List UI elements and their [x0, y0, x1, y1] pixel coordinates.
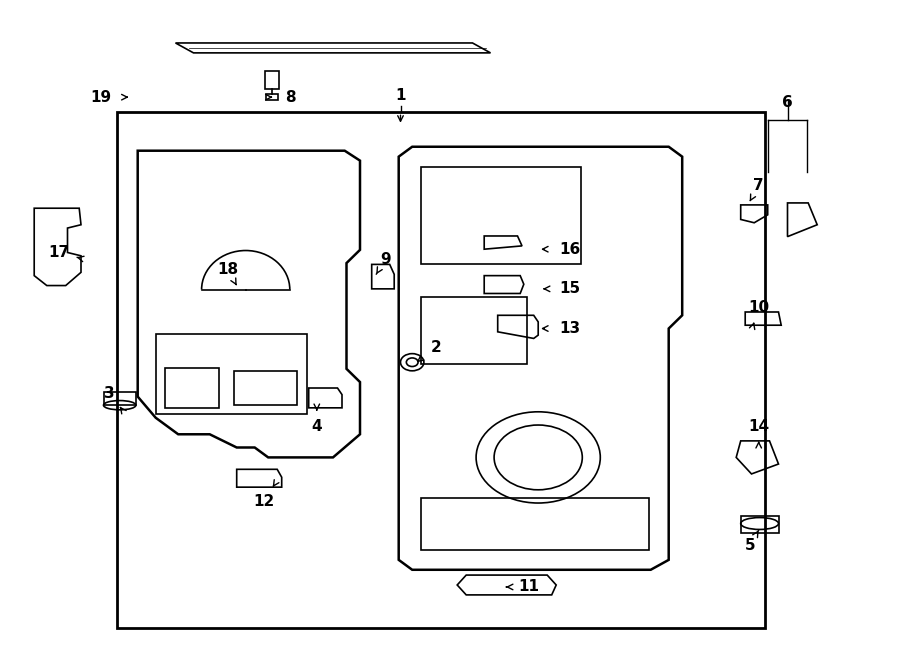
- Text: 15: 15: [559, 282, 580, 296]
- Text: 2: 2: [431, 340, 442, 354]
- Text: 13: 13: [559, 321, 580, 336]
- Text: 1: 1: [395, 89, 406, 103]
- Text: 17: 17: [48, 245, 69, 260]
- Bar: [104, 392, 136, 405]
- Bar: [741, 516, 778, 533]
- Text: 14: 14: [748, 419, 770, 434]
- Text: 19: 19: [90, 90, 112, 104]
- Text: 3: 3: [104, 386, 115, 401]
- Text: 11: 11: [518, 580, 540, 594]
- Text: 18: 18: [217, 262, 239, 276]
- Bar: [156, 334, 307, 414]
- Text: 7: 7: [753, 178, 764, 192]
- Text: 16: 16: [559, 242, 580, 256]
- Text: 4: 4: [311, 419, 322, 434]
- Bar: [421, 167, 581, 264]
- Bar: [117, 112, 765, 628]
- Text: 10: 10: [748, 300, 770, 315]
- Text: 9: 9: [380, 252, 391, 266]
- Text: 12: 12: [253, 494, 274, 508]
- Bar: [165, 368, 219, 408]
- Text: 5: 5: [744, 538, 755, 553]
- Text: 8: 8: [285, 90, 296, 104]
- Bar: [421, 297, 527, 364]
- Bar: [234, 371, 297, 405]
- Text: 6: 6: [782, 95, 793, 110]
- Bar: [421, 498, 649, 550]
